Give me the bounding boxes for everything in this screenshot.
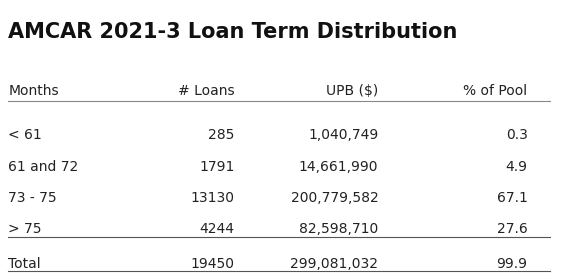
Text: 4244: 4244 (200, 222, 235, 236)
Text: 82,598,710: 82,598,710 (299, 222, 378, 236)
Text: 299,081,032: 299,081,032 (290, 257, 378, 271)
Text: < 61: < 61 (9, 129, 42, 142)
Text: UPB ($): UPB ($) (326, 84, 378, 98)
Text: % of Pool: % of Pool (463, 84, 528, 98)
Text: 19450: 19450 (191, 257, 235, 271)
Text: 73 - 75: 73 - 75 (9, 191, 57, 205)
Text: 99.9: 99.9 (496, 257, 528, 271)
Text: 0.3: 0.3 (506, 129, 528, 142)
Text: 27.6: 27.6 (497, 222, 528, 236)
Text: 67.1: 67.1 (496, 191, 528, 205)
Text: 1,040,749: 1,040,749 (308, 129, 378, 142)
Text: 61 and 72: 61 and 72 (9, 160, 79, 173)
Text: Months: Months (9, 84, 59, 98)
Text: 1791: 1791 (200, 160, 235, 173)
Text: # Loans: # Loans (178, 84, 235, 98)
Text: 200,779,582: 200,779,582 (291, 191, 378, 205)
Text: 14,661,990: 14,661,990 (299, 160, 378, 173)
Text: 4.9: 4.9 (506, 160, 528, 173)
Text: 285: 285 (209, 129, 235, 142)
Text: > 75: > 75 (9, 222, 42, 236)
Text: AMCAR 2021-3 Loan Term Distribution: AMCAR 2021-3 Loan Term Distribution (9, 22, 458, 42)
Text: 13130: 13130 (191, 191, 235, 205)
Text: Total: Total (9, 257, 41, 271)
